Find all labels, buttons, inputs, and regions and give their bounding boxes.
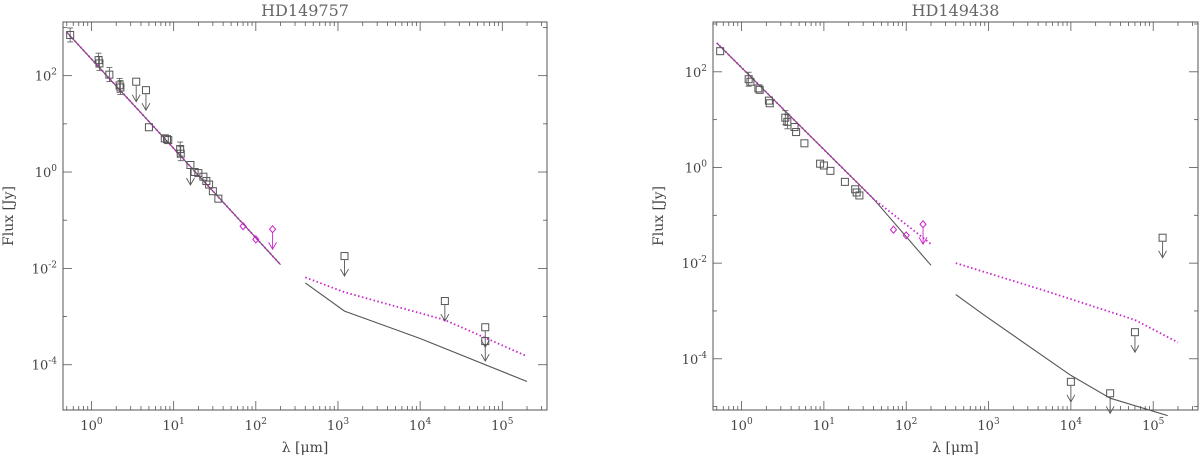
- y-tick-label: 102: [35, 68, 57, 85]
- upper-limit-point: [481, 337, 490, 346]
- x-tick-label: 104: [1060, 417, 1083, 434]
- data-point: [716, 47, 725, 56]
- y-tick-label: 102: [685, 64, 707, 81]
- model-line-dotted: [716, 42, 932, 245]
- upper-limit-point: [1066, 377, 1075, 386]
- x-tick-label: 100: [730, 417, 753, 434]
- x-tick-label: 103: [327, 417, 350, 434]
- model-line-dotted: [66, 31, 282, 266]
- plot-frame: [712, 21, 1199, 411]
- y-axis-label: Flux [Jy]: [651, 186, 667, 246]
- data-point: [214, 194, 223, 203]
- data-point: [764, 96, 773, 105]
- y-tick-label: 100: [35, 164, 58, 181]
- data-point: [199, 172, 208, 181]
- upper-limit-point: [1130, 328, 1139, 337]
- model-line-dotted: [304, 276, 528, 358]
- upper-limit-point: [132, 77, 141, 86]
- upper-limit-arrowhead: [1066, 394, 1076, 403]
- upper-limit-arrowhead: [340, 268, 349, 277]
- upper-limit-point: [1106, 389, 1115, 398]
- upper-limit-arrowhead: [268, 241, 277, 251]
- plot-frame: [62, 21, 548, 411]
- data-point: [754, 84, 763, 93]
- data-point: [819, 161, 828, 170]
- upper-limit-point: [268, 224, 277, 234]
- data-point: [208, 187, 217, 196]
- x-tick-label: 100: [80, 417, 103, 434]
- y-axis-label: Flux [Jy]: [1, 186, 17, 246]
- data-point: [164, 136, 173, 145]
- data-point: [144, 123, 153, 132]
- data-point: [902, 231, 910, 240]
- x-axis-label: λ [μm]: [932, 440, 979, 456]
- model-line-solid: [304, 282, 528, 383]
- data-point: [852, 188, 861, 197]
- upper-limit-point: [481, 323, 490, 332]
- data-point: [755, 85, 764, 94]
- data-point: [163, 135, 172, 144]
- data-point: [239, 221, 247, 231]
- x-tick-label: 101: [163, 417, 185, 434]
- x-axis-label: λ [μm]: [282, 440, 329, 456]
- chart-title: HD149438: [912, 1, 1000, 20]
- data-point: [746, 77, 755, 86]
- model-line-solid: [955, 294, 1168, 417]
- x-tick-label: 102: [245, 417, 267, 434]
- upper-limit-arrowhead: [1158, 250, 1167, 259]
- chart-title: HD149757: [261, 1, 349, 20]
- y-tick-label: 100: [685, 159, 708, 176]
- data-point: [765, 99, 774, 108]
- upper-limit-arrowhead: [480, 353, 490, 362]
- upper-limit-arrowhead: [186, 177, 195, 186]
- upper-limit-arrowhead: [440, 313, 450, 322]
- x-tick-label: 105: [491, 417, 514, 434]
- upper-limit-arrowhead: [1105, 406, 1115, 415]
- y-tick-label: 10-2: [682, 255, 707, 272]
- x-tick-label: 101: [813, 417, 835, 434]
- data-point: [790, 123, 799, 132]
- data-point: [252, 235, 260, 244]
- x-tick-label: 105: [1142, 417, 1165, 434]
- y-tick-label: 10-4: [682, 351, 708, 368]
- upper-limit-point: [1158, 233, 1167, 242]
- upper-limit-arrowhead: [131, 94, 141, 103]
- data-point: [792, 128, 801, 137]
- x-tick-label: 104: [409, 417, 432, 434]
- y-tick-label: 10-2: [32, 260, 57, 277]
- data-point: [840, 177, 849, 186]
- x-tick-label: 102: [895, 417, 917, 434]
- upper-limit-arrowhead: [1130, 344, 1140, 354]
- upper-limit-point: [919, 219, 927, 229]
- x-tick-label: 103: [977, 417, 1000, 434]
- data-point: [826, 166, 835, 175]
- y-tick-label: 10-4: [32, 357, 58, 374]
- chart-panel-1: HD149757 100 101 102 103 104 105 10-4 10-2 100 102…: [1, 1, 548, 456]
- upper-limit-point: [340, 252, 349, 261]
- model-line-dotted: [955, 262, 1179, 344]
- upper-limit-point: [141, 86, 150, 95]
- upper-limit-arrowhead: [141, 102, 151, 112]
- data-point: [800, 139, 809, 148]
- upper-limit-point: [186, 160, 195, 169]
- upper-limit-arrowhead: [918, 237, 928, 246]
- data-point: [889, 225, 898, 234]
- upper-limit-point: [440, 297, 449, 306]
- chart-panel-2: HD149438 100 101 102 103 104 105 10-4 10-2 100 102…: [651, 1, 1199, 456]
- data-point: [855, 191, 864, 200]
